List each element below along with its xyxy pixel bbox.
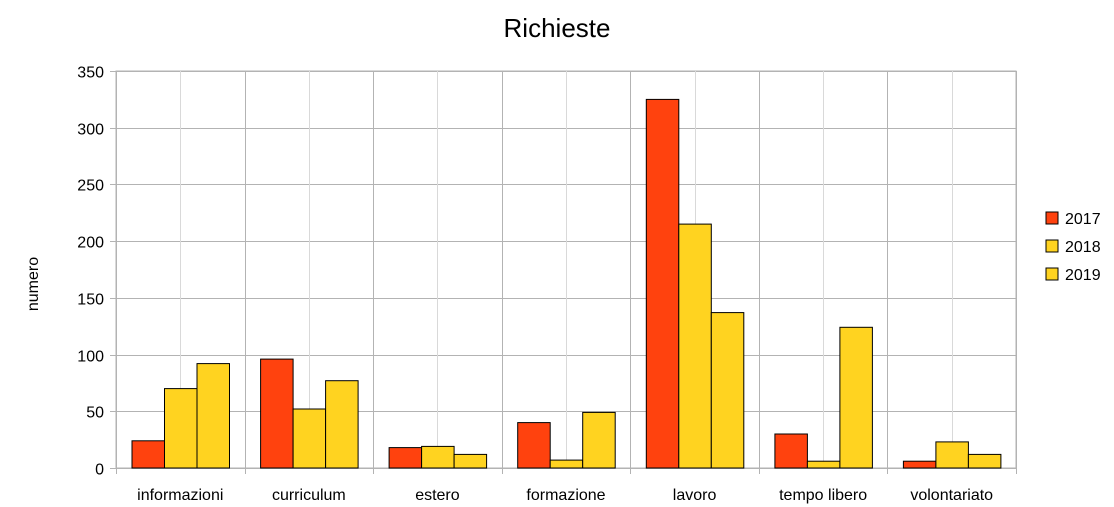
bar-2018-tempo-libero — [806, 460, 841, 469]
y-tick-label: 300 — [77, 122, 104, 139]
y-tick-label: 200 — [77, 235, 104, 252]
bar-2017-tempo-libero — [774, 433, 808, 469]
bar-2017-informazioni — [131, 440, 165, 469]
x-tick-label: tempo libero — [779, 487, 867, 504]
bar-2018-estero — [421, 445, 455, 469]
legend-label-2019: 2019 — [1065, 267, 1101, 284]
legend: 2017 2018 2019 — [1045, 211, 1101, 284]
y-tick-label: 0 — [95, 462, 104, 479]
legend-swatch-2018 — [1045, 239, 1059, 253]
x-tick-label: formazione — [526, 487, 605, 504]
x-tick-label: estero — [415, 487, 460, 504]
legend-label-2017: 2017 — [1065, 211, 1101, 228]
bars — [131, 98, 1002, 469]
y-axis-label: numero — [25, 257, 42, 311]
bar-2018-volontariato — [935, 441, 969, 469]
bar-2019-formazione — [582, 411, 616, 469]
x-tick-label: lavoro — [673, 487, 717, 504]
bar-2019-volontariato — [967, 453, 1002, 469]
bar-2019-informazioni — [196, 363, 230, 469]
y-tick-label: 100 — [77, 349, 104, 366]
gridlines — [115, 70, 1017, 469]
y-tick-label: 250 — [77, 178, 104, 195]
legend-swatch-2019 — [1045, 267, 1059, 281]
bar-2019-curriculum — [325, 380, 359, 469]
legend-label-2018: 2018 — [1065, 239, 1101, 256]
bar-2018-lavoro — [678, 223, 712, 469]
y-tick-label: 50 — [86, 405, 104, 422]
bar-2018-formazione — [549, 459, 584, 469]
bar-2019-estero — [453, 453, 488, 469]
bar-2017-lavoro — [645, 98, 680, 469]
bar-2017-curriculum — [260, 358, 294, 469]
x-tick-label: informazioni — [137, 487, 223, 504]
axes: 0 50 100 150 200 250 300 350 informazioni curricu… — [77, 65, 1017, 504]
legend-swatch-2017 — [1045, 211, 1059, 225]
bar-2017-formazione — [517, 422, 551, 469]
bar-2017-volontariato — [902, 460, 937, 469]
y-tick-label: 350 — [77, 65, 104, 82]
x-tick-label: volontariato — [910, 487, 993, 504]
y-tick-label: 150 — [77, 292, 104, 309]
chart-title: Richieste — [504, 13, 611, 43]
bar-2019-tempo-libero — [839, 326, 873, 469]
x-tick-label: curriculum — [272, 487, 346, 504]
bar-2017-estero — [388, 447, 423, 469]
bar-2018-informazioni — [164, 388, 198, 469]
bar-2019-lavoro — [710, 312, 745, 469]
bar-2018-curriculum — [292, 408, 327, 469]
